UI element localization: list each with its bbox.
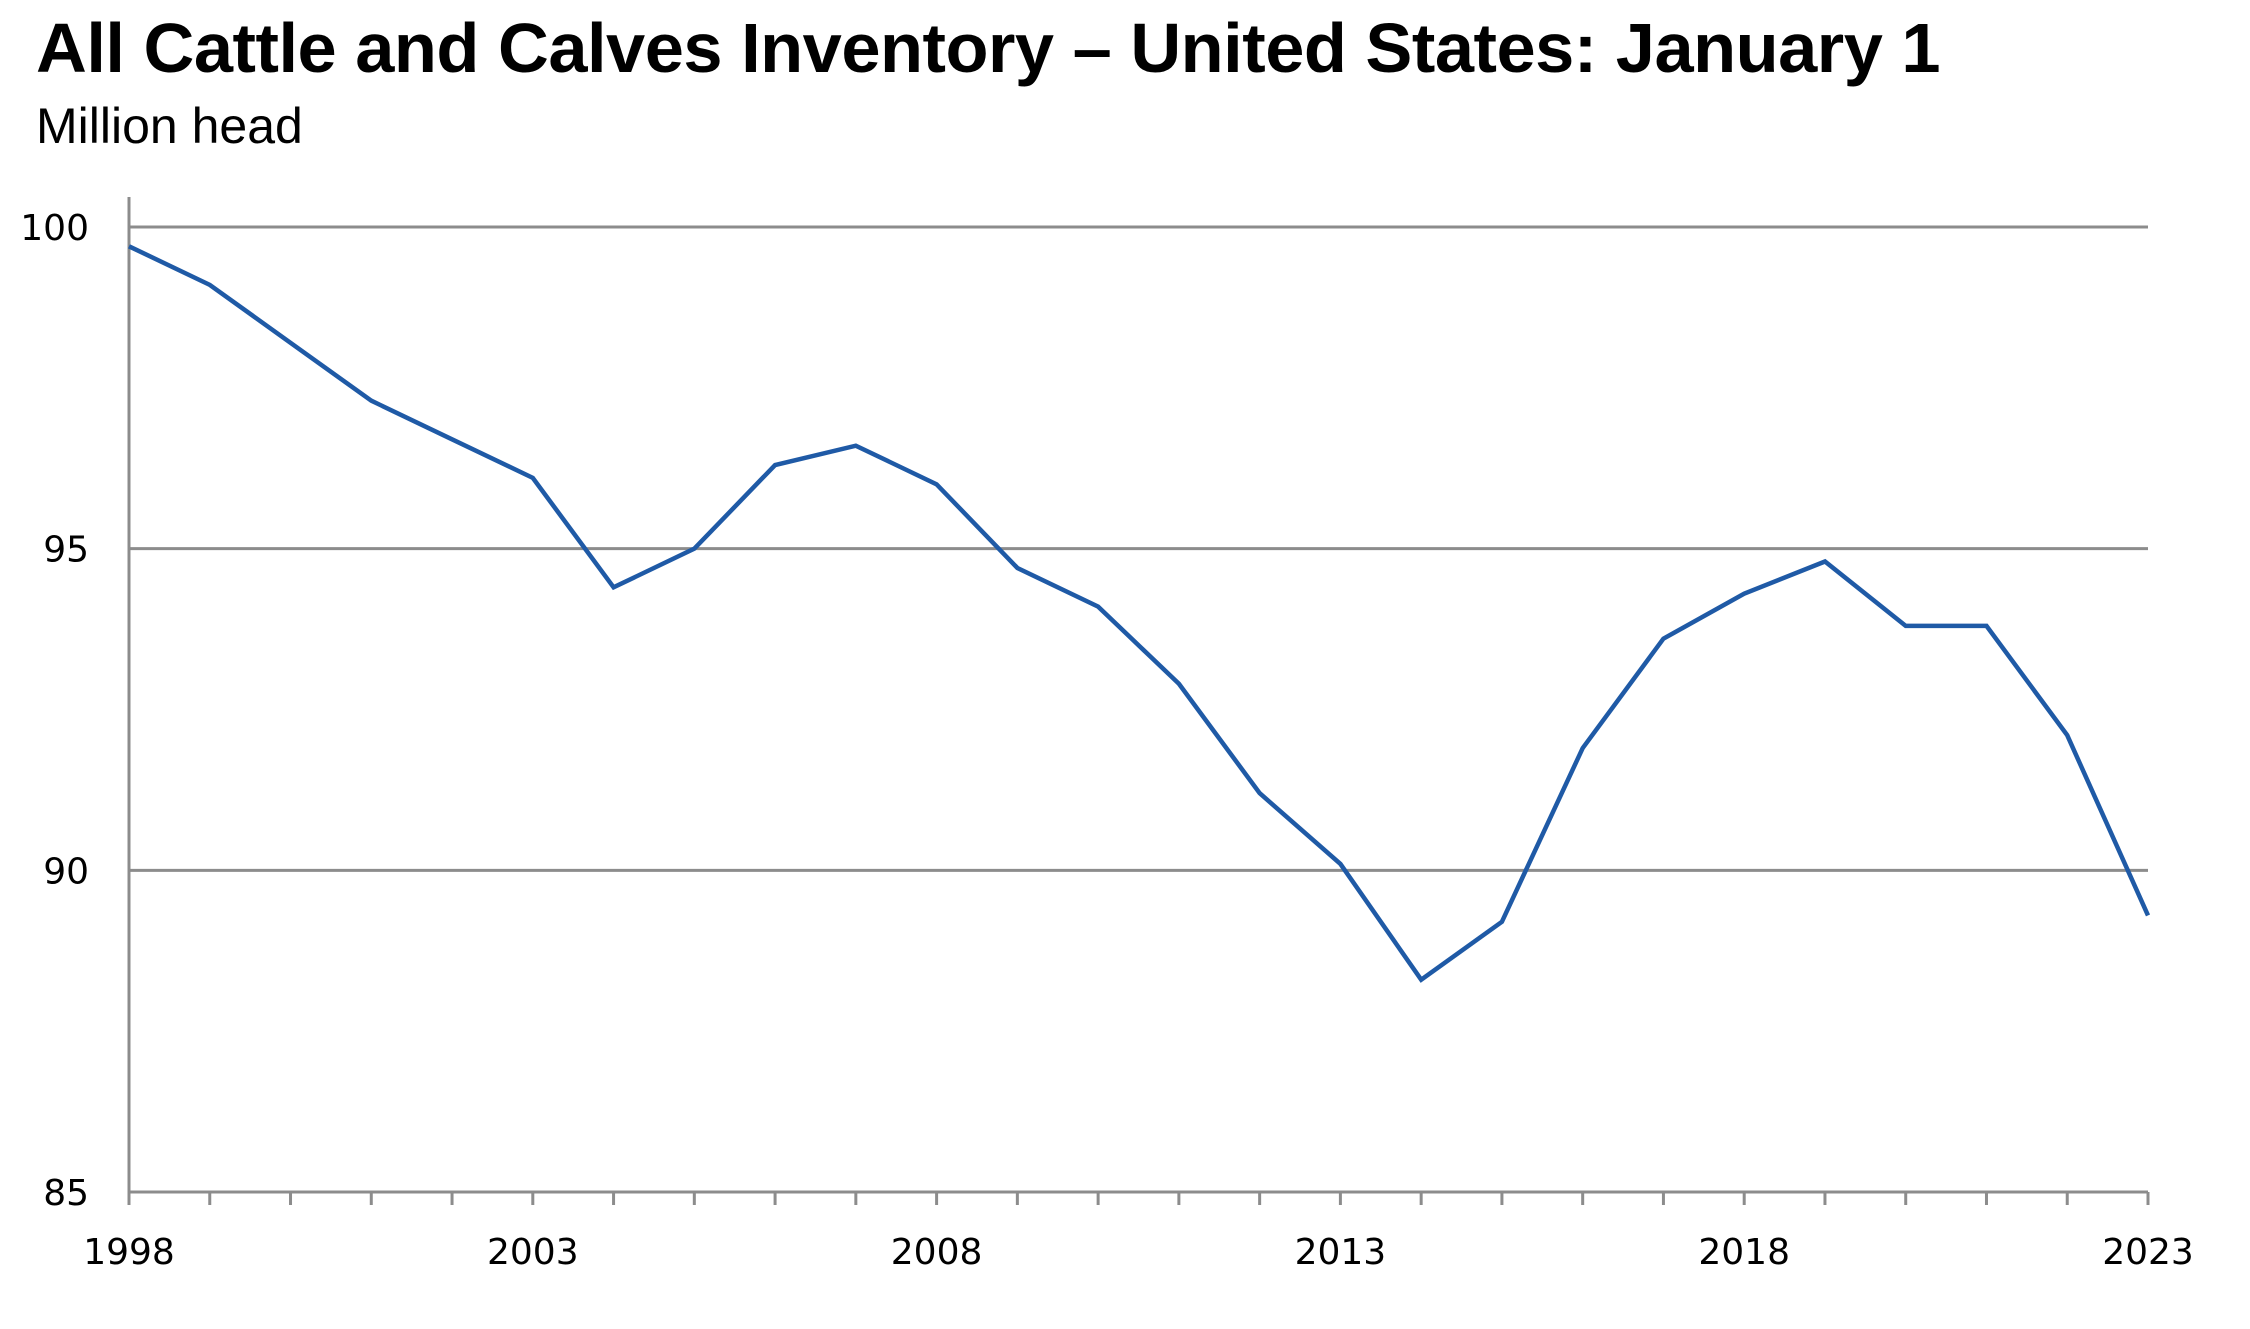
x-tick-label: 2018 <box>1698 1232 1790 1273</box>
inventory-line-series <box>128 244 2151 983</box>
x-axis <box>127 1190 2150 1205</box>
x-tick-labels: 1998 2003 2008 2013 2018 2023 <box>83 1232 2194 1273</box>
y-tick-label: 95 <box>43 530 89 571</box>
x-tick-label: 2023 <box>2102 1232 2194 1273</box>
chart-title: All Cattle and Calves Inventory – United… <box>36 9 1941 87</box>
x-tick-label: 2013 <box>1295 1232 1387 1273</box>
chart-subtitle-units: Million head <box>36 98 303 154</box>
y-tick-label: 100 <box>20 208 89 249</box>
x-tick-label: 2003 <box>487 1232 579 1273</box>
x-tick-label: 2008 <box>891 1232 983 1273</box>
y-tick-labels: 85 90 95 100 <box>20 208 89 1214</box>
y-tick-label: 85 <box>43 1173 89 1214</box>
y-tick-label: 90 <box>43 851 89 892</box>
x-tick-label: 1998 <box>83 1232 175 1273</box>
y-gridlines <box>129 225 2148 872</box>
